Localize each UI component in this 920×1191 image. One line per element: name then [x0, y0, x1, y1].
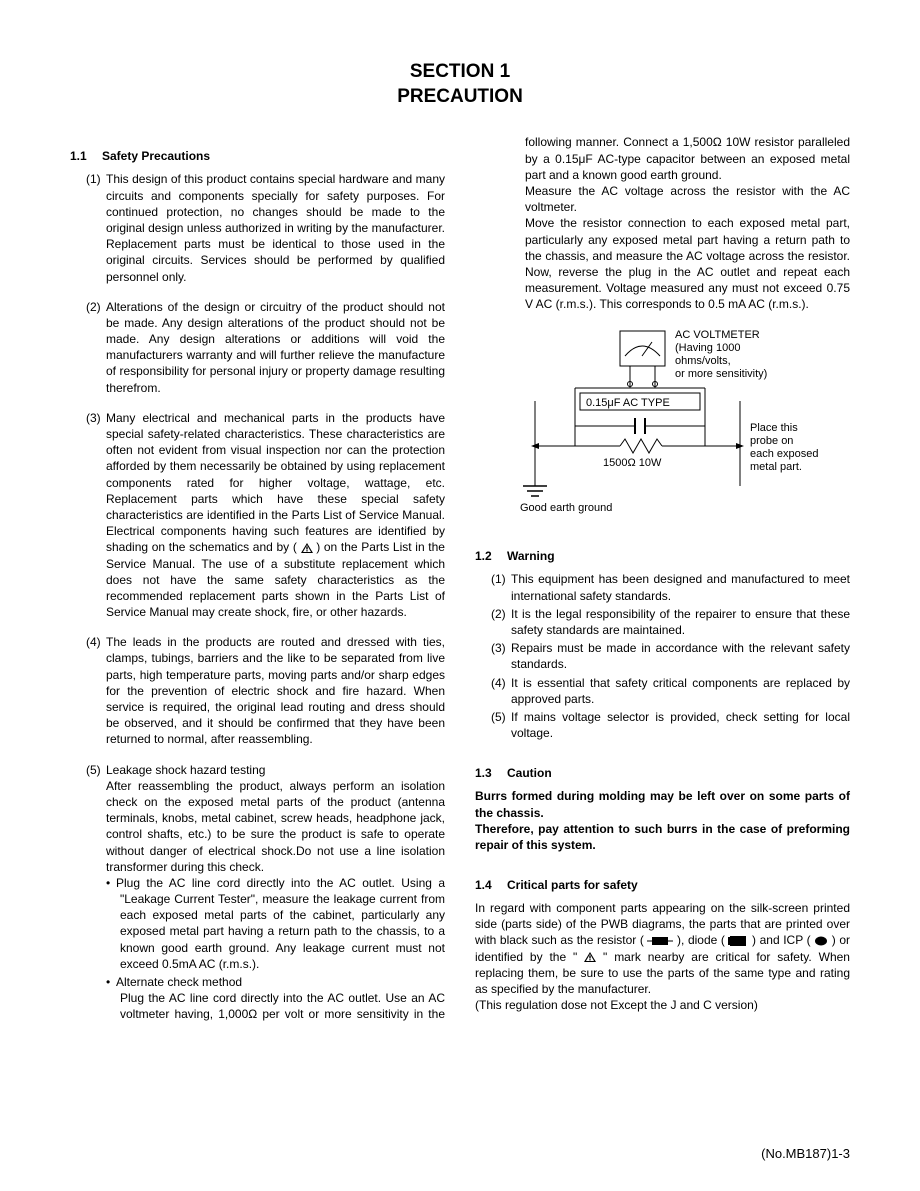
- item-4: (4)The leads in the products are routed …: [106, 634, 445, 747]
- caution-text-a: Burrs formed during molding may be left …: [475, 788, 850, 820]
- heading-1-3: 1.3Caution: [475, 766, 850, 780]
- diode-symbol-icon: [728, 936, 748, 946]
- critical-parts-text: In regard with component parts appearing…: [475, 900, 850, 1013]
- heading-text: Safety Precautions: [102, 149, 210, 163]
- warn-4: (4)It is essential that safety critical …: [511, 675, 850, 707]
- warning-icon: [301, 543, 313, 554]
- diag-vm-3: ohms/volts,: [675, 355, 731, 367]
- heading-1-1: 1.1Safety Precautions: [70, 149, 445, 163]
- diag-probe-4: metal part.: [750, 461, 802, 473]
- diag-probe-2: probe on: [750, 435, 793, 447]
- heading-num: 1.1: [70, 149, 102, 163]
- warn-2: (2)It is the legal responsibility of the…: [511, 606, 850, 638]
- warn-5: (5)If mains voltage selector is provided…: [511, 709, 850, 741]
- circuit-diagram: AC VOLTMETER (Having 1000 ohms/volts, or…: [475, 326, 850, 529]
- warn-1: (1)This equipment has been designed and …: [511, 571, 850, 603]
- diag-cap: 0.15μF AC TYPE: [586, 397, 670, 409]
- icp-symbol-icon: [814, 936, 828, 946]
- subitem-1: •Plug the AC line cord directly into the…: [106, 875, 445, 972]
- item-1: (1)This design of this product contains …: [106, 171, 445, 284]
- section-title-1: SECTION 1: [410, 61, 510, 82]
- warning-icon: [584, 952, 596, 963]
- page-number: (No.MB187)1-3: [761, 1146, 850, 1161]
- item-3: (3)Many electrical and mechanical parts …: [106, 410, 445, 620]
- diag-probe-1: Place this: [750, 422, 798, 434]
- heading-1-2: 1.2Warning: [475, 549, 850, 563]
- diag-vm-1: AC VOLTMETER: [675, 329, 760, 341]
- diag-ground: Good earth ground: [520, 502, 612, 514]
- section-title-2: PRECAUTION: [397, 86, 523, 107]
- diag-res: 1500Ω 10W: [603, 457, 662, 469]
- caution-text-b: Therefore, pay attention to such burrs i…: [475, 821, 850, 853]
- content-columns: 1.1Safety Precautions (1)This design of …: [70, 134, 850, 1022]
- diag-probe-3: each exposed: [750, 448, 819, 460]
- diag-vm-4: or more sensitivity): [675, 368, 767, 380]
- diag-vm-2: (Having 1000: [675, 342, 740, 354]
- resistor-symbol-icon: [647, 936, 673, 946]
- section-title: SECTION 1 PRECAUTION: [70, 60, 850, 109]
- item-2: (2)Alterations of the design or circuitr…: [106, 299, 445, 396]
- warn-3: (3)Repairs must be made in accordance wi…: [511, 640, 850, 672]
- heading-1-4: 1.4Critical parts for safety: [475, 878, 850, 892]
